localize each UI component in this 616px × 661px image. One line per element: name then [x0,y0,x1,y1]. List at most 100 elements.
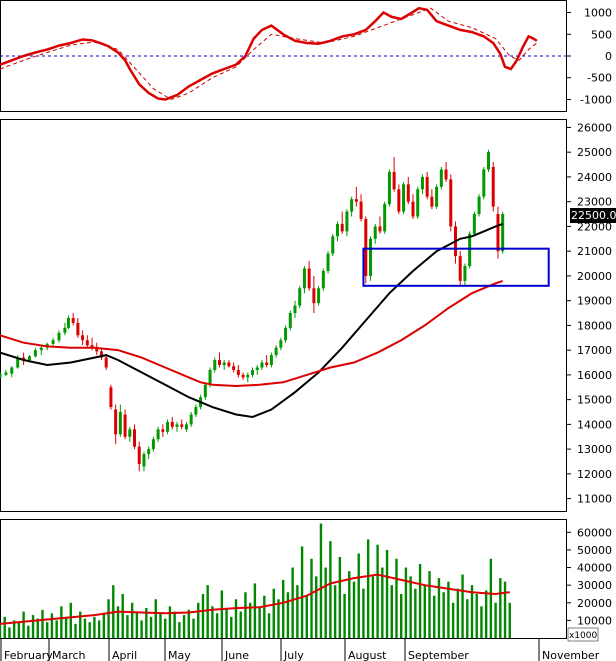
candle-body [170,421,174,427]
volume-bar [404,567,408,638]
candle-body [33,350,37,357]
price-axis-tick-label: 24000 [577,171,612,184]
candle-body [109,387,113,408]
volume-bar [442,592,445,638]
volume-bar [225,608,228,638]
candle-body [425,176,429,197]
volume-bar [182,615,186,638]
month-label: June [224,649,249,661]
candle-body [288,313,292,328]
candle-body [194,407,198,415]
candle-body [114,409,118,435]
moving-average-line-0 [0,222,504,419]
candle-body [28,356,31,361]
candle-body [184,424,188,430]
candle-body [208,369,212,385]
oscillator-axis-tick-label: 500 [591,28,612,41]
candle-body [85,340,89,346]
volume-bar [211,606,214,638]
axis-layer: 1000 500 0 -500 -1000 26000 25000 24000 23000 220… [0,7,612,661]
candle-body [284,327,288,341]
volume-bar [423,585,426,638]
volume-bar [93,616,96,638]
month-label: February [4,649,53,661]
volume-bar [46,622,49,638]
volume-bar [27,625,30,638]
volume-bar [126,615,129,638]
volume-bar [60,606,63,638]
candle-body [71,317,75,323]
candle-body [16,357,20,368]
volume-bar [230,616,233,638]
candle-body [293,305,297,314]
volume-bar [470,585,474,638]
price-axis-tick-label: 23000 [577,196,612,209]
volume-bar [83,618,87,638]
candle-body [364,218,368,276]
candle-body [118,412,122,435]
volume-bar [69,602,72,638]
month-label: May [168,649,191,661]
month-label: August [348,649,387,661]
candle-body [435,186,439,207]
volume-bar [282,579,285,638]
volume-bar [50,613,54,638]
candle-body [236,369,240,375]
candle-body [147,449,151,455]
volume-bar [239,611,242,638]
candle-body [430,196,434,207]
volume-bar [187,609,190,638]
candle-body [359,201,363,219]
volume-bar [451,602,455,638]
volume-axis-tick-label: 10000 [577,614,612,627]
volume-bar [149,616,153,638]
candle-body [99,351,103,358]
candle-body [298,288,302,306]
candle-body [326,253,330,271]
candle-body [137,446,141,464]
candle-body [95,347,99,352]
candle-body [369,238,373,276]
candle-body [57,332,61,341]
volume-bar [390,585,393,638]
volume-bar [296,585,299,638]
candle-body [383,204,387,232]
volume-bar [12,620,16,638]
volume-bar [116,606,120,638]
month-label: November [542,649,600,661]
volume-bar [418,564,422,638]
candle-body [477,196,481,215]
volume-axis-tick-label: 60000 [577,526,612,539]
candle-body [39,347,43,351]
candle-body [265,362,269,365]
volume-bar [338,556,342,638]
candle-body [246,374,250,378]
volume-bar [8,627,11,638]
candle-body [463,266,467,281]
volume-bar [145,608,148,638]
candle-body [312,288,316,304]
volume-bar [79,611,82,638]
panel-frames [0,0,567,639]
candle-body [449,179,453,227]
month-label: April [112,649,137,661]
volume-bar [305,595,308,638]
candle-body [255,367,259,370]
candle-body [161,429,165,432]
candle-body [66,317,70,328]
volume-bar [456,588,460,638]
price-axis-tick-label: 15000 [577,394,612,407]
candle-body [222,362,226,365]
volume-bar [381,567,384,638]
candle-body [269,355,273,365]
price-axis-tick-label: 20000 [577,270,612,283]
volume-bar [499,578,502,638]
candle-body [317,288,321,304]
volume-bar [385,549,389,638]
candle-body [217,360,221,365]
volume-layer [0,523,511,638]
oscillator-axis-tick-label: 0 [605,50,612,63]
volume-axis-tick-label: 30000 [577,579,612,592]
candle-body [397,189,401,212]
candle-body [232,366,236,370]
